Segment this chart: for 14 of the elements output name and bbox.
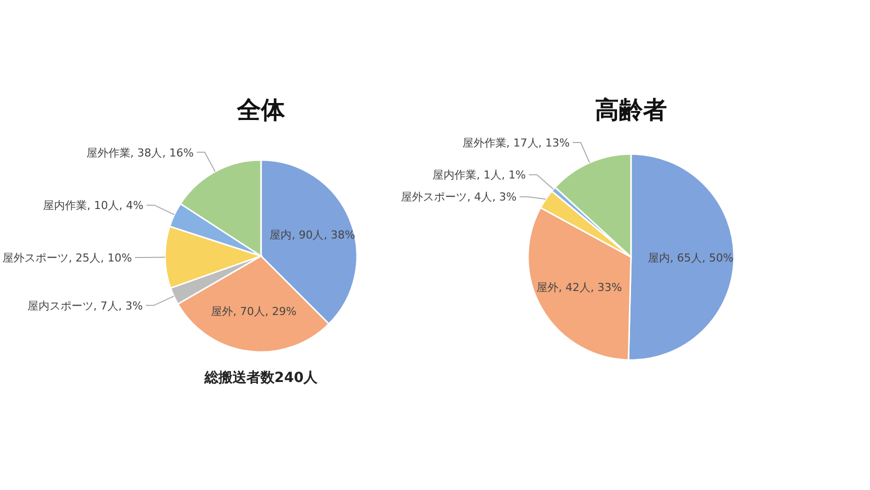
text: 総搬送者数240人 [203,370,319,386]
slice-label: 屋外作業, 17人, 13% [462,136,570,150]
slice-label: 屋外スポーツ, 25人, 10% [2,252,132,265]
slice-label: 屋外, 42人, 33% [536,280,622,294]
slice-label: 屋外, 70人, 29% [211,305,296,318]
slice-label: 屋外作業, 38人, 16% [86,146,194,160]
slice-label: 屋内, 90人, 38% [270,228,356,242]
slice-label: 屋内, 65人, 50% [648,252,734,265]
slice-label: 屋外スポーツ, 4人, 3% [401,190,517,204]
slice-label: 屋内スポーツ, 7人, 3% [27,299,143,312]
slice-label: 屋内作業, 1人, 1% [432,168,526,182]
chart-title: 高齢者 [595,96,667,124]
slice-label: 屋内作業, 10人, 4% [43,199,144,212]
chart-title: 全体 [236,96,286,124]
